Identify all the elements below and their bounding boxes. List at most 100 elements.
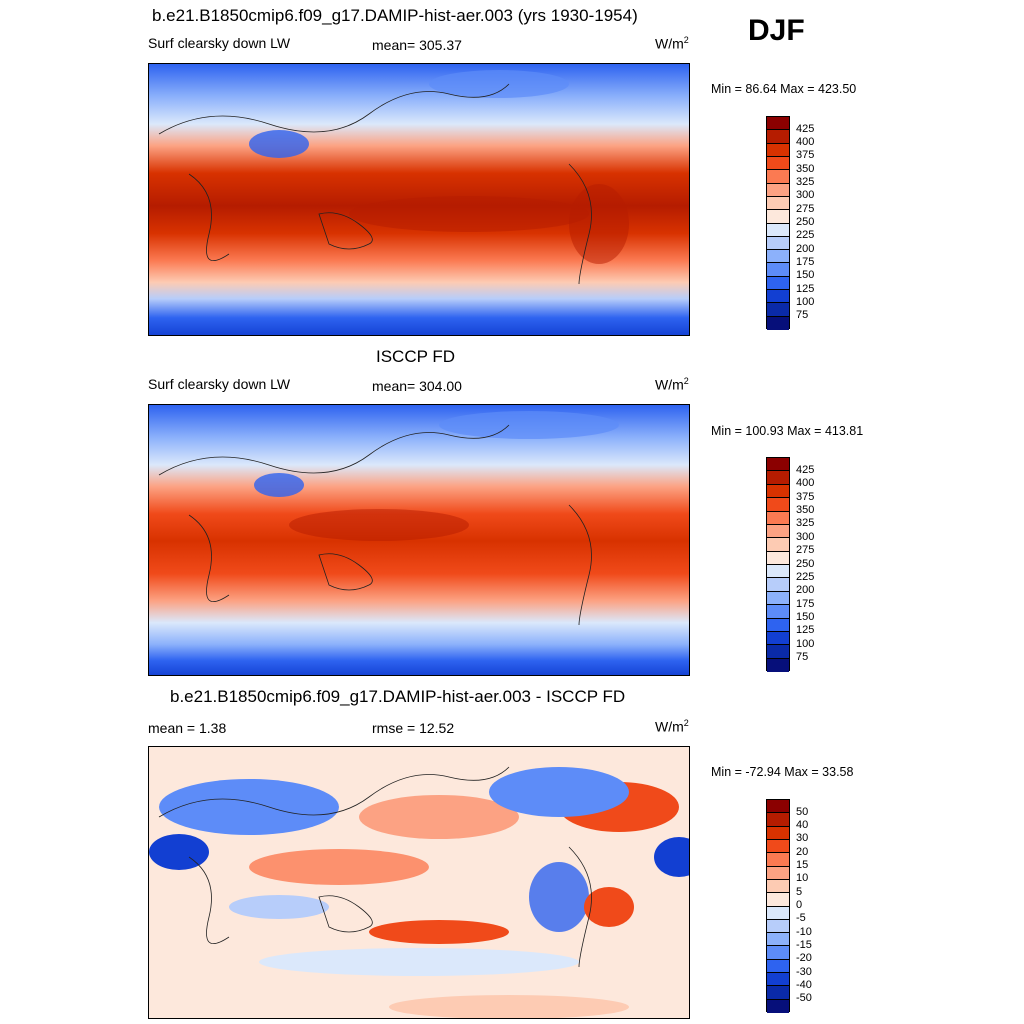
colorbar-swatch: [767, 591, 789, 606]
colorbar-tick-label: 325: [796, 517, 815, 530]
colorbar-tick-label: 400: [796, 477, 815, 490]
colorbar-tick-label: 50: [796, 805, 809, 818]
colorbar-swatch: [767, 156, 789, 171]
colorbar-tick-label: 10: [796, 872, 809, 885]
panel-3-title: b.e21.B1850cmip6.f09_g17.DAMIP-hist-aer.…: [170, 687, 626, 706]
colorbar-swatch: [767, 458, 789, 472]
colorbar-tick-label: -50: [796, 992, 812, 1005]
panel-1-mean-label: mean= 305.37: [372, 37, 462, 53]
colorbar-tick-label: 250: [796, 216, 815, 228]
colorbar-swatch: [767, 866, 789, 880]
colorbar-tick-label: -20: [796, 952, 812, 965]
colorbar-swatch: [767, 853, 789, 867]
colorbar-swatch: [767, 511, 789, 525]
panel-3-colorbar: [766, 799, 790, 1013]
colorbar-swatch: [767, 130, 789, 144]
colorbar-tick-label: 225: [796, 229, 815, 242]
colorbar-tick-label: 20: [796, 845, 809, 858]
colorbar-swatch: [767, 303, 789, 317]
colorbar-swatch: [767, 645, 789, 659]
colorbar-tick-label: 425: [796, 463, 815, 476]
colorbar-swatch: [767, 605, 789, 619]
colorbar-tick-label: 30: [796, 832, 809, 845]
colorbar-swatch: [767, 276, 789, 291]
colorbar-swatch: [767, 538, 789, 552]
colorbar-tick-label: 75: [796, 651, 809, 664]
colorbar-tick-label: 75: [796, 309, 809, 322]
colorbar-tick-label: 375: [796, 490, 815, 503]
colorbar-swatch: [767, 196, 789, 211]
colorbar-swatch: [767, 800, 789, 814]
colorbar-tick-label: 350: [796, 504, 815, 516]
colorbar-tick-label: 200: [796, 584, 815, 597]
colorbar-tick-label: 425: [796, 122, 815, 135]
colorbar-swatch: [767, 117, 789, 131]
colorbar-swatch: [767, 839, 789, 854]
colorbar-swatch: [767, 551, 789, 565]
panel-2-title: ISCCP FD: [376, 347, 456, 366]
colorbar-swatch: [767, 471, 789, 485]
panel-3-mean-label: mean = 1.38: [148, 720, 227, 736]
colorbar-tick-label: 0: [796, 899, 803, 911]
colorbar-swatch: [767, 658, 789, 672]
colorbar-tick-label: 5: [796, 885, 803, 898]
panel-3-map: [148, 746, 690, 1019]
colorbar-tick-label: 175: [796, 597, 815, 610]
colorbar-tick-label: 375: [796, 149, 815, 162]
colorbar-swatch: [767, 959, 789, 974]
colorbar-swatch: [767, 578, 789, 592]
panel-3-minmax: Min = -72.94 Max = 33.58: [711, 765, 854, 779]
colorbar-swatch: [767, 906, 789, 920]
colorbar-tick-label: 275: [796, 544, 815, 557]
colorbar-swatch: [767, 484, 789, 499]
colorbar-tick-label: -30: [796, 965, 812, 978]
panel-1-units: W/m2: [655, 35, 689, 52]
colorbar-swatch: [767, 290, 789, 304]
colorbar-tick-label: 125: [796, 282, 815, 295]
colorbar-swatch: [767, 973, 789, 987]
panel-2-colorbar: [766, 457, 790, 672]
colorbar-tick-label: -5: [796, 912, 806, 925]
panel-1-colorbar: [766, 116, 790, 330]
panel-1-minmax: Min = 86.64 Max = 423.50: [711, 82, 857, 96]
colorbar-swatch: [767, 524, 789, 539]
colorbar-tick-label: 225: [796, 570, 815, 583]
colorbar-swatch: [767, 986, 789, 1000]
colorbar-tick-label: 325: [796, 176, 815, 189]
colorbar-tick-label: 300: [796, 189, 815, 202]
colorbar-swatch: [767, 879, 789, 894]
season-label: DJF: [748, 14, 805, 47]
colorbar-swatch: [767, 565, 789, 579]
panel-2-mean-label: mean= 304.00: [372, 378, 462, 394]
colorbar-tick-label: 100: [796, 295, 815, 308]
colorbar-tick-label: 15: [796, 859, 809, 872]
colorbar-swatch: [767, 170, 789, 184]
colorbar-swatch: [767, 263, 789, 277]
colorbar-tick-label: 200: [796, 242, 815, 255]
colorbar-swatch: [767, 999, 789, 1013]
colorbar-tick-label: 350: [796, 162, 815, 175]
colorbar-swatch: [767, 250, 789, 264]
colorbar-tick-label: -10: [796, 925, 812, 938]
colorbar-swatch: [767, 183, 789, 197]
colorbar-tick-label: 125: [796, 624, 815, 637]
colorbar-swatch: [767, 316, 789, 330]
panel-1-map: [148, 63, 690, 336]
colorbar-swatch: [767, 236, 789, 251]
colorbar-tick-label: 150: [796, 269, 815, 282]
colorbar-tick-label: 400: [796, 136, 815, 149]
colorbar-swatch: [767, 223, 789, 237]
panel-2-units: W/m2: [655, 376, 689, 393]
panel-2-map: [148, 404, 690, 676]
panel-2-minmax: Min = 100.93 Max = 413.81: [711, 424, 864, 438]
colorbar-tick-label: 100: [796, 637, 815, 650]
colorbar-swatch: [767, 498, 789, 512]
colorbar-swatch: [767, 933, 789, 947]
panel-3-rmse-label: rmse = 12.52: [372, 720, 455, 736]
colorbar-tick-label: 150: [796, 611, 815, 623]
colorbar-swatch: [767, 919, 789, 934]
panel-2-variable-label: Surf clearsky down LW: [148, 376, 291, 392]
colorbar-tick-label: 40: [796, 819, 809, 832]
panel-1-title: b.e21.B1850cmip6.f09_g17.DAMIP-hist-aer.…: [152, 6, 638, 25]
panel-1-variable-label: Surf clearsky down LW: [148, 35, 291, 51]
